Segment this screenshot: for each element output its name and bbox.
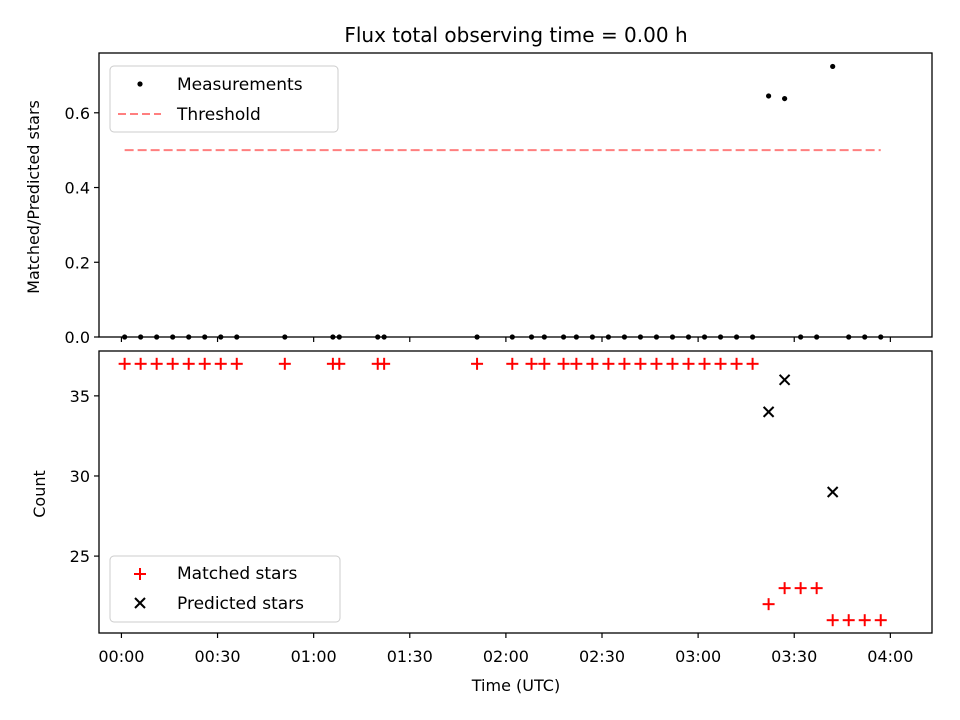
matched-star-marker bbox=[794, 582, 807, 595]
matched-star-marker bbox=[826, 614, 839, 627]
matched-star-marker bbox=[134, 357, 147, 370]
matched-star-marker bbox=[842, 614, 855, 627]
top-axes-frame bbox=[98, 52, 933, 338]
matched-star-marker bbox=[471, 357, 484, 370]
matched-star-marker bbox=[746, 357, 759, 370]
matched-star-marker bbox=[762, 598, 775, 611]
bottom-plot: 25 30 35 00:00 00:30 01:00 01:30 02:00 02:30 03:0… bbox=[70, 357, 913, 666]
matched-star-marker bbox=[378, 357, 391, 370]
bottom-xtick-label: 00:00 bbox=[98, 647, 144, 666]
bottom-xtick-label: 02:30 bbox=[579, 647, 625, 666]
top-ytick-label: 0.2 bbox=[65, 253, 90, 272]
matched-star-marker bbox=[150, 357, 163, 370]
matched-star-marker bbox=[810, 582, 823, 595]
bottom-xtick-label: 04:00 bbox=[867, 647, 913, 666]
matched-star-marker bbox=[778, 582, 791, 595]
matched-star-marker bbox=[874, 614, 887, 627]
top-legend: Measurements Threshold bbox=[109, 65, 339, 133]
matched-star-marker bbox=[618, 357, 631, 370]
matched-star-marker bbox=[570, 357, 583, 370]
bottom-xtick-label: 03:00 bbox=[675, 647, 721, 666]
matched-star-marker bbox=[182, 357, 195, 370]
matched-star-marker bbox=[557, 357, 570, 370]
legend-matched-marker bbox=[134, 568, 146, 580]
measurement-point bbox=[782, 95, 788, 102]
predicted-star-marker bbox=[826, 486, 839, 498]
bottom-xtick-label: 01:30 bbox=[387, 647, 433, 666]
legend-measurements-label: Measurements bbox=[177, 75, 303, 95]
legend-predicted-label: Predicted stars bbox=[177, 594, 304, 614]
top-ytick-label: 0.0 bbox=[65, 328, 90, 347]
legend-measurements-marker bbox=[137, 81, 143, 87]
legend-threshold-label: Threshold bbox=[176, 105, 261, 125]
matched-star-marker bbox=[602, 357, 615, 370]
matched-star-marker bbox=[230, 357, 243, 370]
matched-star-marker bbox=[506, 357, 519, 370]
top-ytick-label: 0.4 bbox=[65, 179, 90, 198]
bottom-y-axis-label: Count bbox=[30, 470, 49, 518]
matched-star-marker bbox=[525, 357, 538, 370]
matched-star-marker bbox=[166, 357, 179, 370]
matched-star-marker bbox=[666, 357, 679, 370]
matched-star-marker bbox=[214, 357, 227, 370]
measurement-point bbox=[830, 63, 836, 70]
legend-matched-label: Matched stars bbox=[177, 564, 297, 584]
bottom-legend: Matched stars Predicted stars bbox=[109, 555, 341, 623]
matched-star-marker bbox=[698, 357, 711, 370]
matched-star-marker bbox=[118, 357, 131, 370]
bottom-xtick-label: 02:00 bbox=[483, 647, 529, 666]
matched-star-marker bbox=[858, 614, 871, 627]
matched-star-marker bbox=[650, 357, 663, 370]
bottom-xtick-label: 01:00 bbox=[291, 647, 337, 666]
bottom-axes-frame bbox=[98, 350, 933, 634]
bottom-xtick-label: 00:30 bbox=[194, 647, 240, 666]
matched-star-marker bbox=[278, 357, 291, 370]
matched-star-marker bbox=[682, 357, 695, 370]
matched-star-marker bbox=[586, 357, 599, 370]
x-axis-label: Time (UTC) bbox=[471, 676, 560, 695]
matched-star-marker bbox=[333, 357, 346, 370]
chart-title: Flux total observing time = 0.00 h bbox=[344, 23, 687, 47]
matched-star-marker bbox=[730, 357, 743, 370]
bottom-ytick-label: 35 bbox=[70, 387, 90, 406]
predicted-star-marker bbox=[778, 374, 791, 386]
top-ytick-label: 0.6 bbox=[65, 104, 90, 123]
bottom-ytick-label: 25 bbox=[70, 547, 90, 566]
matched-star-marker bbox=[538, 357, 551, 370]
top-y-axis-label: Matched/Predicted stars bbox=[24, 100, 43, 294]
matched-star-marker bbox=[634, 357, 647, 370]
matched-star-marker bbox=[714, 357, 727, 370]
matched-star-marker bbox=[198, 357, 211, 370]
predicted-star-marker bbox=[762, 406, 775, 418]
legend-predicted-marker bbox=[134, 597, 146, 609]
measurement-point bbox=[766, 93, 772, 99]
bottom-xtick-label: 03:30 bbox=[771, 647, 817, 666]
bottom-ytick-label: 30 bbox=[70, 467, 90, 486]
